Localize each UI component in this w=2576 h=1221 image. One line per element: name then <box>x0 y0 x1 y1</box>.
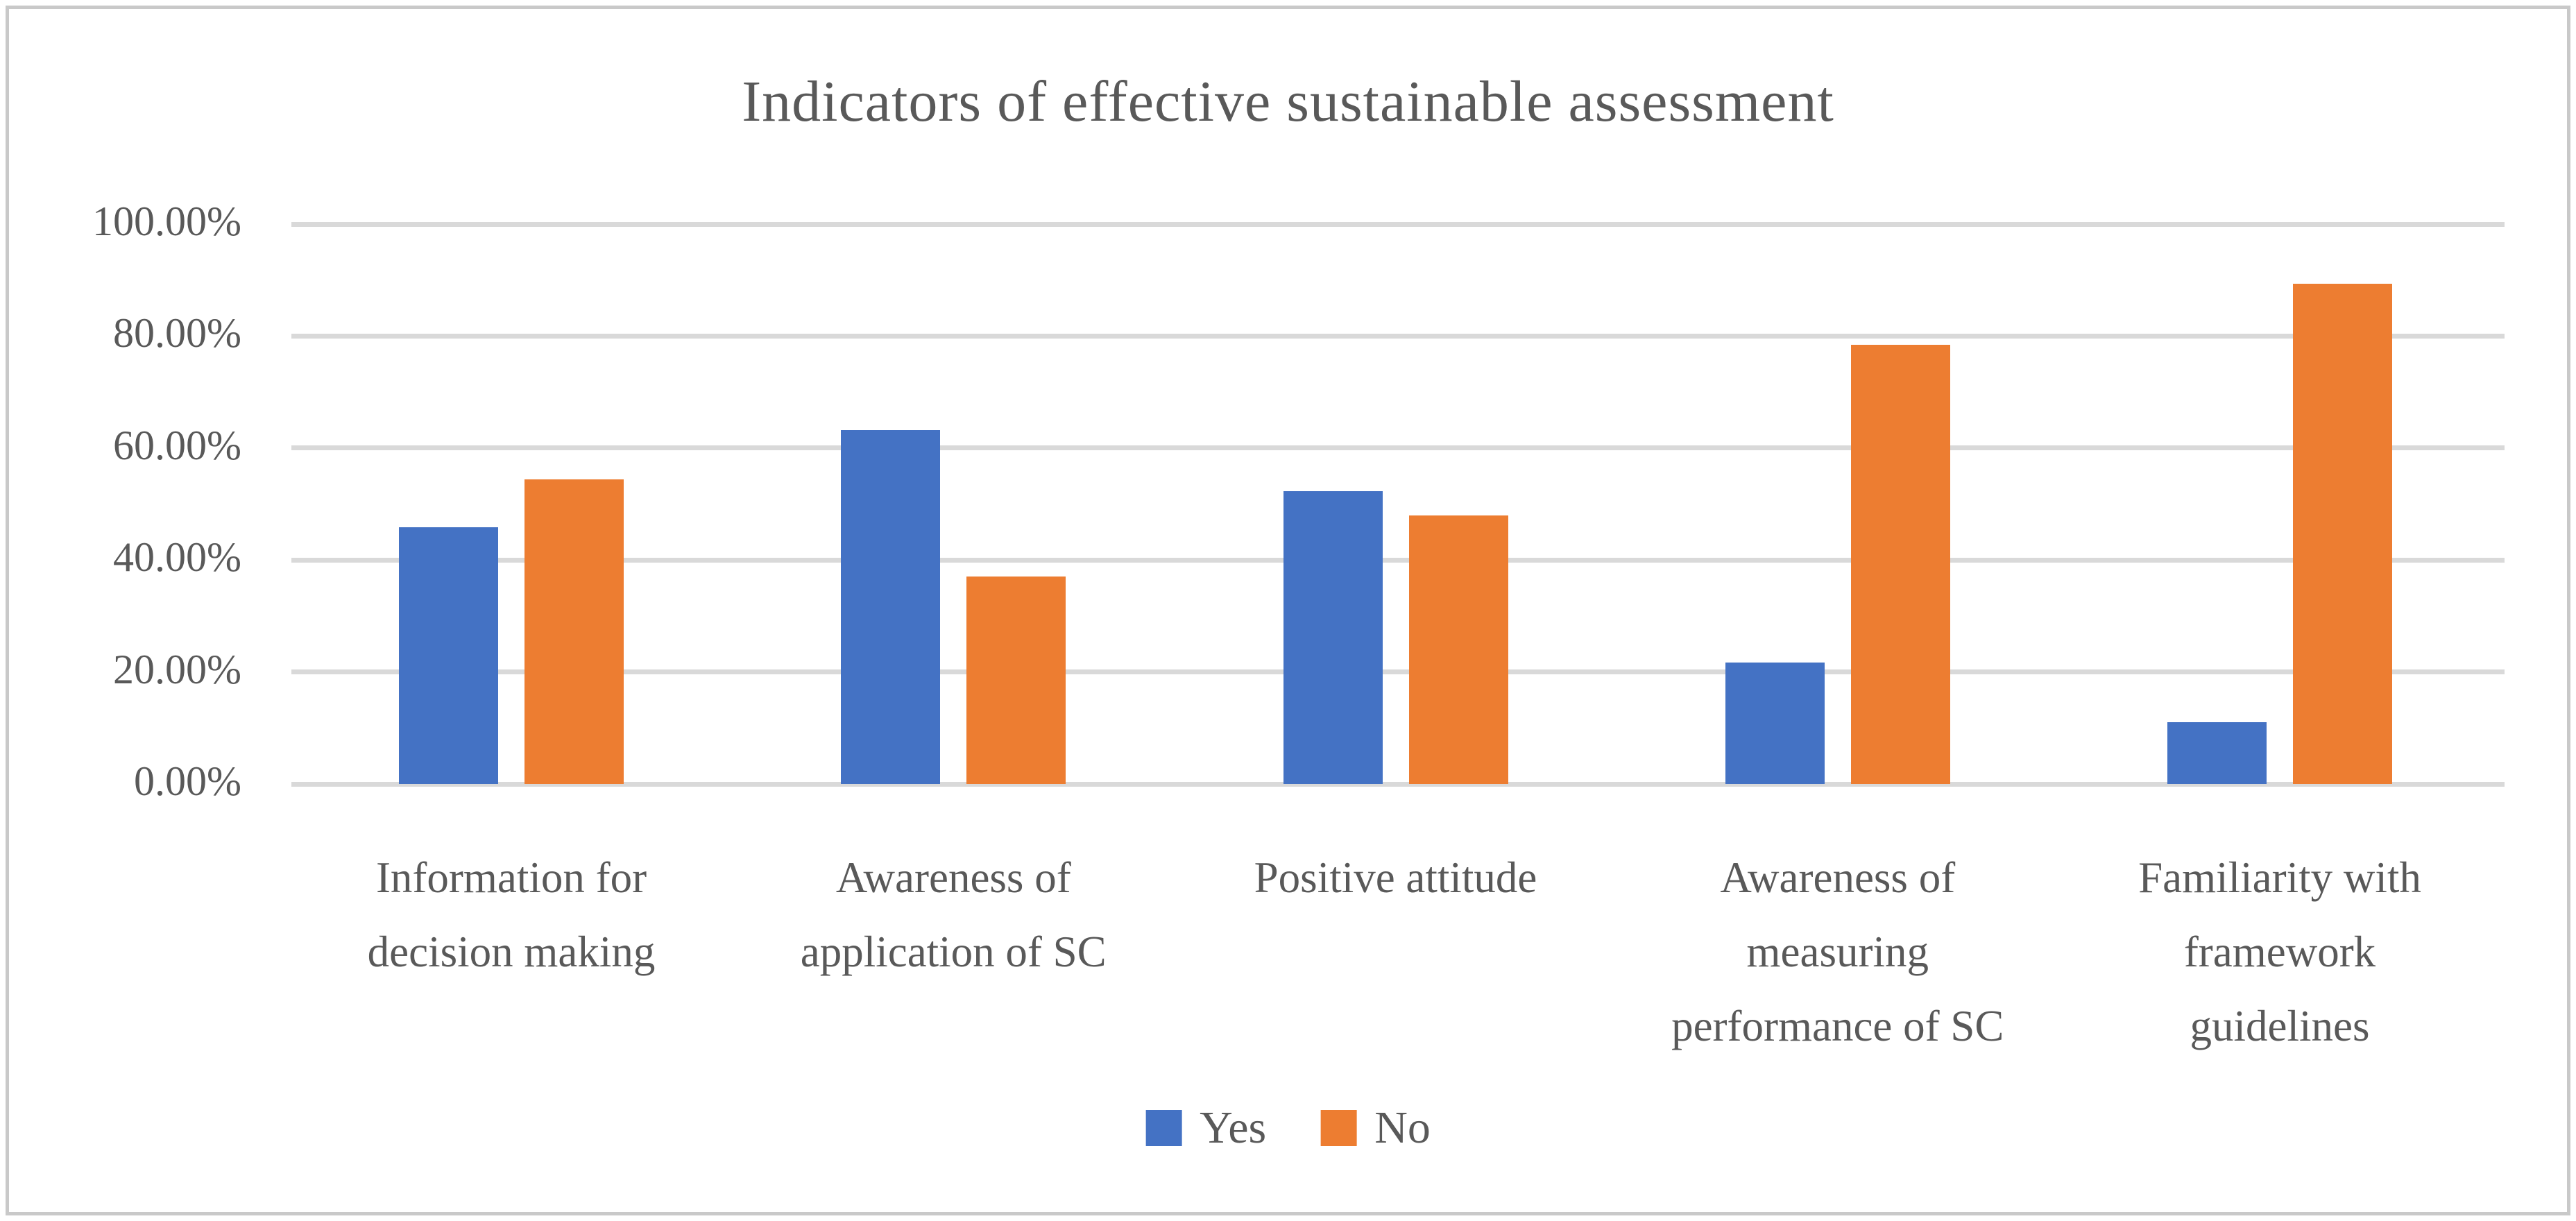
legend-swatch-no-icon <box>1320 1110 1357 1146</box>
bar-yes-familiarity-with-framework-guidelines <box>2167 722 2267 784</box>
x-axis-label-line: measuring <box>1746 928 1929 976</box>
x-axis-label-line: application of SC <box>800 928 1107 976</box>
y-axis-tick-label-80: 80.00% <box>113 310 241 357</box>
gridline-100 <box>291 221 2505 227</box>
x-axis-label-line: Awareness of <box>1720 853 1956 902</box>
x-axis-label-positive-attitude: Positive attitude <box>1167 841 1625 915</box>
chart-title: Indicators of effective sustainable asse… <box>742 69 1834 134</box>
bar-no-awareness-of-measuring-performance-of-sc <box>1850 345 1950 784</box>
x-axis-label-line: Awareness of <box>835 853 1071 902</box>
bar-no-information-for-decision-making <box>524 479 624 784</box>
legend: Yes No <box>1145 1102 1431 1154</box>
bar-yes-information-for-decision-making <box>399 527 498 784</box>
legend-swatch-yes-icon <box>1145 1110 1182 1146</box>
gridline-20 <box>291 669 2505 675</box>
bar-no-familiarity-with-framework-guidelines <box>2293 284 2392 784</box>
gridline-60 <box>291 445 2505 451</box>
x-axis-label-line: guidelines <box>2190 1002 2370 1050</box>
legend-label-no: No <box>1374 1102 1431 1153</box>
gridline-40 <box>291 557 2505 563</box>
x-axis-label-awareness-of-application-of-sc: Awareness of application of SC <box>724 841 1182 989</box>
x-axis-label-line: performance of SC <box>1671 1002 2004 1050</box>
x-axis-label-line: Familiarity with <box>2138 853 2421 902</box>
gridline-80 <box>291 333 2505 339</box>
legend-label-yes: Yes <box>1200 1102 1267 1153</box>
y-axis-tick-label-40: 40.00% <box>113 534 241 581</box>
x-axis-label-familiarity-with-framework-guidelines: Familiarity with framework guidelines <box>2051 841 2509 1064</box>
y-axis-tick-label-60: 60.00% <box>113 422 241 468</box>
y-axis-tick-label-20: 20.00% <box>113 646 241 692</box>
x-axis-label-line: Information for <box>375 853 647 902</box>
x-axis-label-line: framework <box>2183 928 2376 976</box>
gridline-0 <box>291 781 2505 787</box>
x-axis-label-line: decision making <box>367 928 656 976</box>
legend-item-yes: Yes <box>1145 1102 1266 1154</box>
x-axis-label-information-for-decision-making: Information for decision making <box>282 841 740 989</box>
x-axis-label-awareness-of-measuring-performance-of-sc: Awareness of measuring performance of SC <box>1609 841 2067 1064</box>
bar-no-awareness-of-application-of-sc <box>966 576 1066 784</box>
bar-yes-awareness-of-application-of-sc <box>841 429 941 784</box>
y-axis-tick-label-100: 100.00% <box>92 198 241 244</box>
bar-no-positive-attitude <box>1408 515 1508 784</box>
x-axis-label-line: Positive attitude <box>1254 853 1537 902</box>
bar-yes-positive-attitude <box>1283 490 1383 784</box>
bar-yes-awareness-of-measuring-performance-of-sc <box>1725 662 1825 784</box>
y-axis-tick-label-0: 0.00% <box>134 758 241 804</box>
legend-item-no: No <box>1320 1102 1431 1154</box>
